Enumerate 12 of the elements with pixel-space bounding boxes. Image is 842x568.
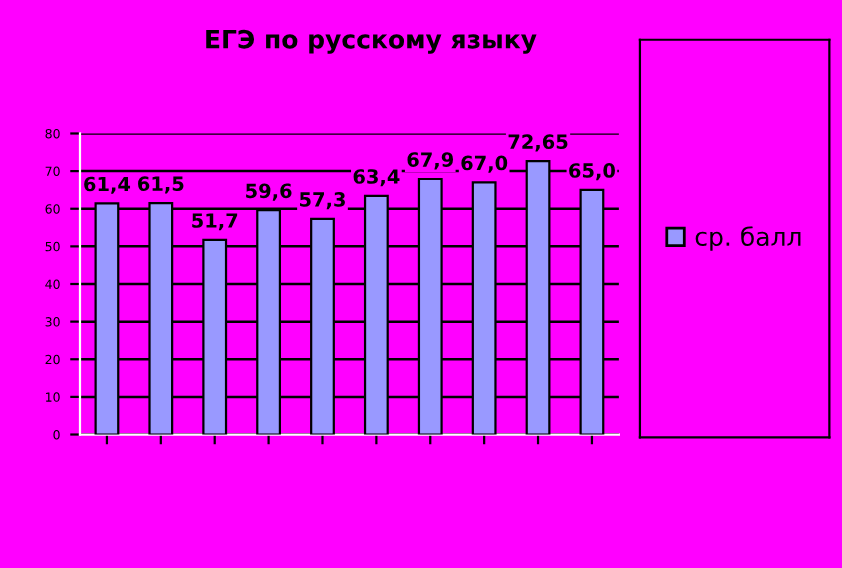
data-label: 67,9 bbox=[407, 152, 454, 170]
data-label: 65,0 bbox=[569, 163, 615, 181]
data-label: 72,65 bbox=[508, 134, 568, 152]
data-label: 61,5 bbox=[138, 176, 184, 194]
data-label: 67,0 bbox=[461, 155, 508, 173]
data-label: 57,3 bbox=[300, 192, 345, 210]
chart-title: ЕГЭ по русскому языку bbox=[206, 29, 537, 54]
data-label: 61,4 bbox=[84, 176, 131, 194]
data-label: 59,6 bbox=[246, 183, 292, 201]
legend-label: ср. балл bbox=[695, 226, 801, 251]
data-label: 63,4 bbox=[353, 169, 400, 187]
data-label: 51,7 bbox=[192, 213, 238, 231]
